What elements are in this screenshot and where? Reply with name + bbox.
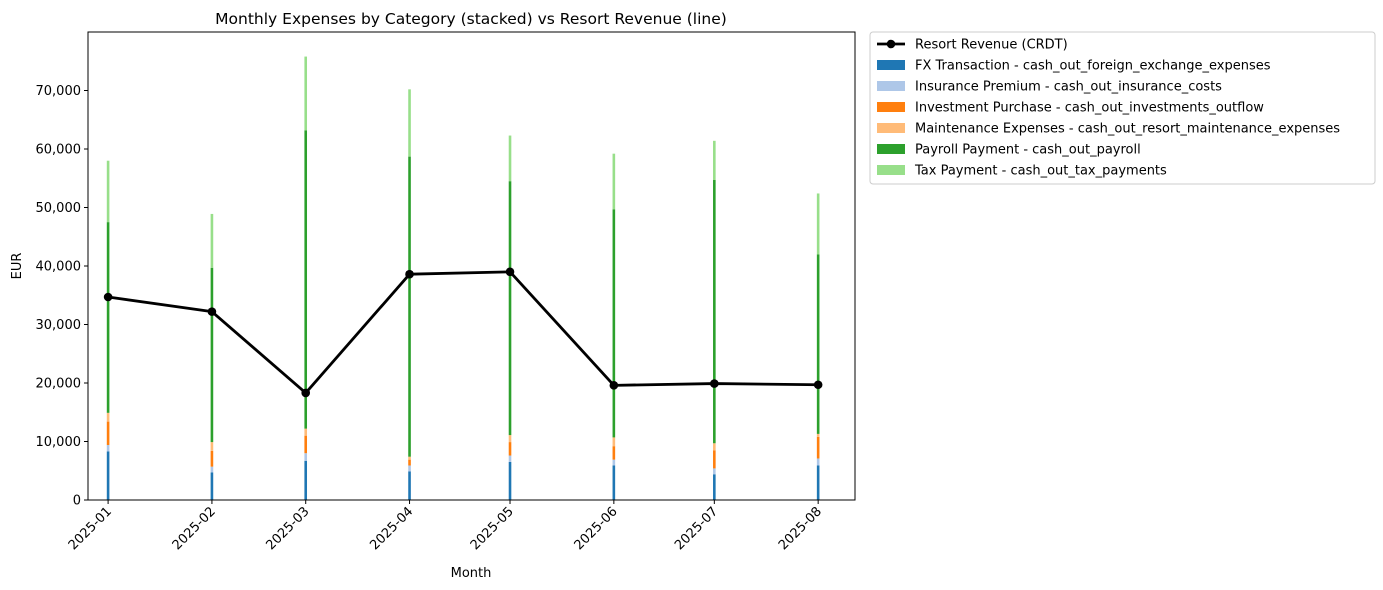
plot-frame (87, 31, 856, 501)
bar-segment (816, 193, 820, 255)
revenue-line (107, 270, 819, 395)
chart-title: Monthly Expenses by Category (stacked) v… (215, 10, 727, 28)
legend-label: Tax Payment - cash_out_tax_payments (914, 164, 1167, 179)
revenue-point (710, 379, 719, 388)
bar-segment (713, 443, 716, 451)
bar-segment (210, 267, 214, 443)
plot-area (103, 56, 823, 500)
bar-segment (713, 474, 716, 500)
bar-segment (210, 213, 214, 268)
bar-segment (408, 465, 411, 472)
x-axis: 2025-01 2025-02 2025-03 2025-04 2025-05 2025-… (66, 500, 825, 553)
y-tick-label: 70,000 (36, 84, 82, 99)
bar-segment (408, 456, 411, 460)
bar-segment (612, 153, 616, 210)
bar-segment (106, 222, 110, 413)
bar-segment (408, 471, 411, 500)
revenue-point (207, 307, 217, 316)
bar-segment (408, 459, 411, 466)
revenue-point (301, 388, 311, 398)
bar-segment (816, 458, 820, 466)
bar-segment (508, 435, 512, 443)
bar-segment (713, 468, 716, 475)
y-tick-label: 20,000 (36, 377, 82, 392)
bar-segment (612, 465, 616, 500)
bar-segment (210, 442, 214, 451)
legend-swatch (877, 123, 905, 133)
legend-label: Resort Revenue (CRDT) (915, 38, 1068, 53)
revenue-point (505, 267, 515, 277)
bar-segment (508, 181, 512, 436)
legend-swatch (877, 102, 905, 112)
bar-segment (816, 433, 820, 437)
legend-label: FX Transaction - cash_out_foreign_exchan… (915, 59, 1271, 74)
x-tick-label: 2025-03 (264, 504, 313, 553)
legend-label: Insurance Premium - cash_out_insurance_c… (915, 80, 1222, 95)
bar-segment (816, 436, 820, 459)
bar-segment (304, 130, 308, 429)
x-tick-label: 2025-04 (367, 504, 416, 553)
bar-segment (210, 450, 214, 467)
y-tick-label: 30,000 (36, 318, 82, 333)
revenue-point (813, 380, 823, 390)
y-tick-label: 40,000 (36, 260, 82, 275)
x-axis-label: Month (451, 566, 492, 581)
bar-segment (816, 254, 820, 434)
bar-segment (612, 437, 616, 447)
bar-segment (106, 421, 110, 446)
x-tick-label: 2025-05 (468, 504, 517, 553)
legend-label: Maintenance Expenses - cash_out_resort_m… (915, 122, 1340, 137)
legend-label: Investment Purchase - cash_out_investmen… (915, 101, 1264, 116)
x-tick-label: 2025-06 (572, 504, 621, 553)
bar-segment (106, 160, 110, 223)
legend-swatch (877, 144, 905, 154)
bar-segment (713, 450, 716, 469)
bar-segment (612, 446, 616, 460)
x-tick-label: 2025-08 (776, 504, 825, 553)
y-axis: 0 10,000 20,000 30,000 40,000 50,000 60,000 70,… (36, 84, 88, 509)
bar-segment (106, 451, 110, 500)
y-tick-label: 0 (73, 494, 81, 509)
bar-segment (304, 453, 308, 461)
bar-segment (816, 465, 820, 500)
y-axis-label: EUR (10, 253, 25, 280)
bar-segment (508, 442, 512, 456)
bar-segment (508, 461, 512, 500)
bar-segment (408, 156, 411, 457)
legend-label: Payroll Payment - cash_out_payroll (915, 143, 1141, 158)
bar-segment (304, 428, 308, 436)
bar-segment (508, 135, 512, 182)
legend-frame (869, 31, 1376, 185)
legend: Resort Revenue (CRDT) FX Transaction - ca… (869, 31, 1376, 185)
x-tick-label: 2025-01 (66, 504, 115, 553)
revenue-point (609, 381, 619, 390)
bar-segment (210, 466, 214, 473)
revenue-point (405, 269, 414, 279)
legend-swatch (877, 81, 905, 91)
bar-segment (508, 455, 512, 462)
bar-segment (713, 180, 716, 444)
y-tick-label: 60,000 (36, 143, 82, 158)
bar-segment (408, 89, 411, 157)
bar-segment (612, 209, 616, 438)
legend-swatch (877, 60, 905, 70)
bar-segment (304, 435, 308, 454)
revenue-point (103, 292, 113, 302)
y-tick-label: 50,000 (36, 201, 82, 216)
x-tick-label: 2025-02 (170, 504, 219, 553)
y-tick-label: 10,000 (36, 435, 82, 450)
bar-segment (106, 412, 110, 422)
x-tick-label: 2025-07 (672, 504, 721, 553)
bar-segment (210, 472, 214, 500)
bar-segment (713, 140, 716, 181)
bar-segment (304, 56, 308, 131)
bar-segment (304, 460, 308, 500)
legend-line-marker (886, 39, 896, 49)
bar-segment (106, 445, 110, 452)
bar-segment (612, 459, 616, 466)
legend-swatch (877, 165, 905, 175)
